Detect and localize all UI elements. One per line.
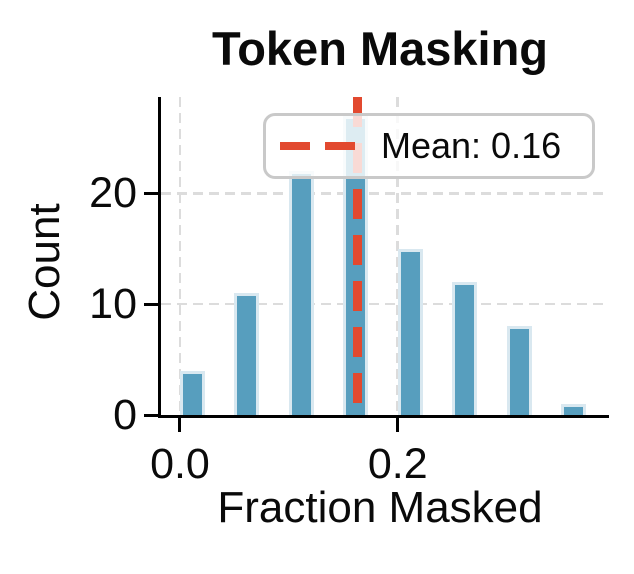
- histogram-bar: [506, 326, 532, 415]
- legend-label: Mean: 0.16: [381, 125, 562, 166]
- histogram-bar: [234, 293, 260, 415]
- y-tick-label: 10: [89, 280, 137, 329]
- legend: Mean: 0.16: [263, 113, 595, 179]
- histogram-bar: [288, 171, 314, 415]
- histogram-bar: [397, 248, 423, 415]
- x-tick-label: 0.2: [367, 440, 428, 488]
- x-tick-label: 0.0: [150, 440, 210, 488]
- histogram-bar: [561, 403, 587, 415]
- y-tick-label: 20: [89, 169, 137, 218]
- x-gridline: [178, 97, 182, 415]
- y-tick-label: 0: [113, 391, 137, 439]
- plot-area: 0 10 20 0.0 0.2 Mean: 0.16: [89, 97, 609, 487]
- x-axis-label: Fraction Masked: [217, 483, 543, 532]
- histogram-bar: [179, 370, 205, 415]
- chart-title: Token Masking: [211, 22, 549, 75]
- x-tick-mark: [178, 415, 182, 432]
- histogram-bar: [452, 282, 478, 415]
- mean-line: [353, 97, 363, 415]
- y-gridline: [161, 192, 609, 195]
- y-tick-mark: [144, 413, 158, 417]
- y-gridline: [161, 302, 609, 306]
- legend-dashed-line-sample: [280, 142, 355, 150]
- x-tick-mark: [396, 415, 400, 432]
- y-tick-mark: [144, 191, 158, 195]
- y-tick-mark: [144, 302, 158, 306]
